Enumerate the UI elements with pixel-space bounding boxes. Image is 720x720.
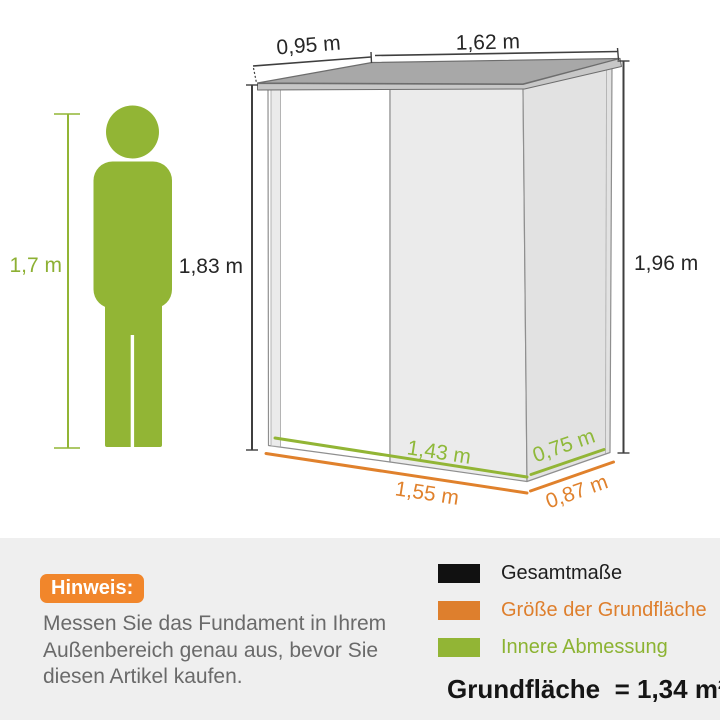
- person-height-dimension: [54, 113, 80, 449]
- legend-swatch-black: [438, 564, 480, 583]
- inner-depth-line: [529, 448, 606, 476]
- legend-swatch-green: [438, 638, 480, 657]
- roof-width-line: [374, 50, 619, 57]
- dim-label-roof-width: 1,62 m: [455, 30, 520, 54]
- person-head: [106, 105, 159, 159]
- note-section: Hinweis: Messen Sie das Fundament in Ihr…: [0, 538, 720, 720]
- person-height-label: 1,7 m: [9, 254, 62, 277]
- roof-depth-line: [252, 56, 372, 67]
- dim-label-front-height: 1,83 m: [179, 255, 243, 278]
- legend-label-base-size: Größe der Grundfläche: [501, 599, 707, 621]
- base-depth-line: [529, 460, 615, 493]
- note-text: Messen Sie das Fundament in Ihrem Außenb…: [43, 611, 386, 691]
- person-torso: [93, 161, 172, 309]
- shed-door-panel: [267, 88, 391, 463]
- dim-label-base-depth: 0,87 m: [543, 470, 611, 513]
- shed-side-panel: [522, 65, 613, 483]
- person-leg-gap: [130, 335, 135, 447]
- floor-area-text: Grundfläche = 1,34 m²: [447, 674, 720, 704]
- legend-swatch-orange: [438, 601, 480, 620]
- shed-left-trim: [270, 89, 281, 448]
- hinweis-badge: Hinweis:: [40, 574, 145, 603]
- shed-front-panel: [389, 87, 528, 483]
- legend-row-base-size: Größe der Grundfläche: [438, 599, 707, 621]
- legend-row-inner-dimensions: Innere Abmessung: [438, 636, 668, 658]
- inner-width-line: [273, 436, 529, 479]
- dim-label-roof-depth: 0,95 m: [276, 32, 342, 60]
- inner-dimension-lines: [273, 436, 606, 479]
- shed-corner-trim-line: [605, 68, 607, 454]
- note-line-2: Außenbereich genau aus, bevor Sie: [43, 638, 379, 662]
- legend-label-total-dimensions: Gesamtmaße: [501, 562, 623, 584]
- base-width-line: [264, 452, 529, 495]
- legend-label-inner-dimensions: Innere Abmessung: [501, 636, 668, 658]
- legend-row-total-dimensions: Gesamtmaße: [438, 562, 623, 584]
- note-line-3: diesen Artikel kaufen.: [43, 665, 243, 688]
- person-silhouette: [93, 105, 172, 447]
- base-dimension-lines: [264, 452, 615, 495]
- shed: [256, 57, 622, 483]
- overall-dimension-lines: [246, 47, 630, 454]
- note-line-1: Messen Sie das Fundament in Ihrem: [43, 612, 387, 635]
- shed-roof-fascia: [257, 58, 622, 91]
- dim-label-rear-height: 1,96 m: [634, 252, 698, 275]
- dimension-diagram: 1,7 m 0,95 m 1,62 m 1,83 m: [9, 30, 698, 513]
